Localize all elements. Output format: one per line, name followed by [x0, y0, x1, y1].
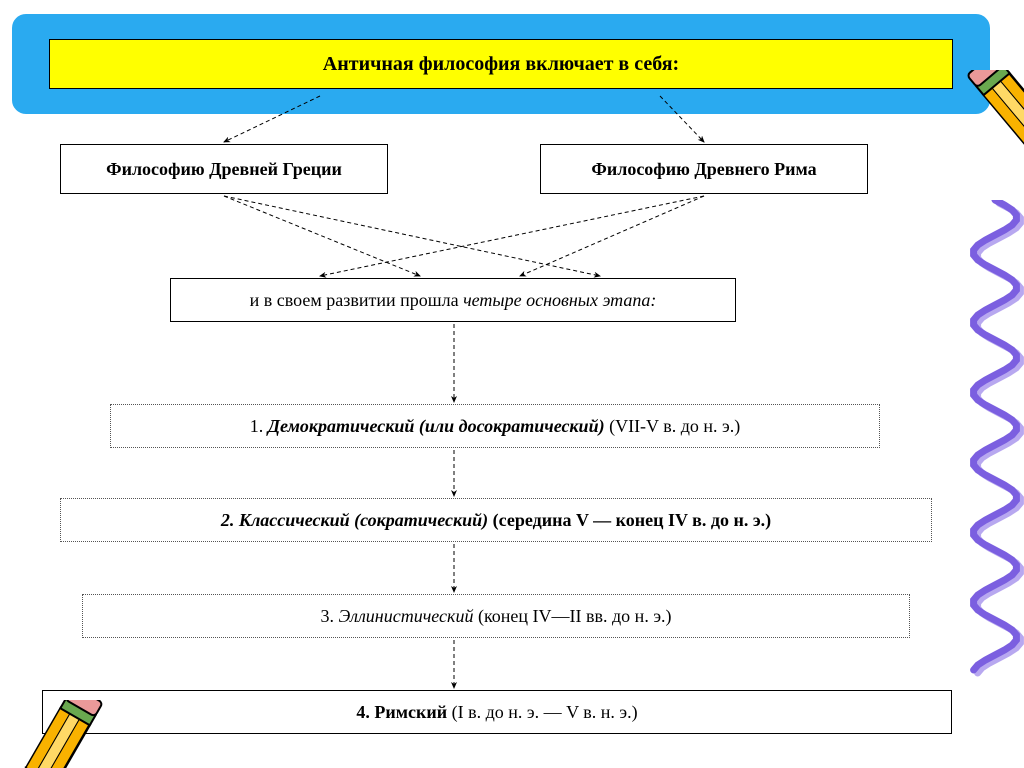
- pencil-icon: [0, 700, 142, 768]
- node-stage4: 4. Римский (I в. до н. э. — V в. н. э.): [42, 690, 952, 734]
- title-banner-outer: Античная философия включает в себя:: [12, 14, 990, 114]
- node-text-segment: и в своем развитии прошла: [250, 290, 463, 310]
- node-text-segment: 3.: [320, 606, 338, 626]
- node-text-segment: четыре основных этапа:: [463, 290, 656, 310]
- node-text-segment: (конец IV—II вв. до н. э.): [478, 606, 672, 626]
- pencil-icon: [966, 70, 1024, 190]
- node-stage2: 2. Классический (сократический) (середин…: [60, 498, 932, 542]
- node-stages_intro: и в своем развитии прошла четыре основны…: [170, 278, 736, 322]
- node-text-segment: (I в. до н. э. — V в. н. э.): [452, 702, 638, 722]
- title-banner-inner: Античная философия включает в себя:: [49, 39, 953, 89]
- node-stage3: 3. Эллинистический (конец IV—II вв. до н…: [82, 594, 910, 638]
- diagram-stage: Античная философия включает в себя: Фило…: [0, 0, 1024, 768]
- node-text-segment: Философию Древней Греции: [106, 159, 342, 179]
- node-text-segment: Демократический (или досократический): [268, 416, 609, 436]
- node-text-segment: 2. Классический (сократический): [221, 510, 493, 530]
- node-text-segment: (середина V — конец IV в. до н. э.): [493, 510, 772, 530]
- node-stage1: 1. Демократический (или досократический)…: [110, 404, 880, 448]
- node-text-segment: Эллинистический: [338, 606, 478, 626]
- node-text-segment: Философию Древнего Рима: [591, 159, 816, 179]
- node-text-segment: 1.: [250, 416, 268, 436]
- title-text: Античная философия включает в себя:: [323, 53, 679, 76]
- node-greece: Философию Древней Греции: [60, 144, 388, 194]
- node-text-segment: 4. Римский: [356, 702, 451, 722]
- connectors-layer: [0, 0, 1024, 768]
- node-text-segment: (VII-V в. до н. э.): [609, 416, 740, 436]
- squiggle-decoration: [960, 200, 1024, 690]
- node-rome: Философию Древнего Рима: [540, 144, 868, 194]
